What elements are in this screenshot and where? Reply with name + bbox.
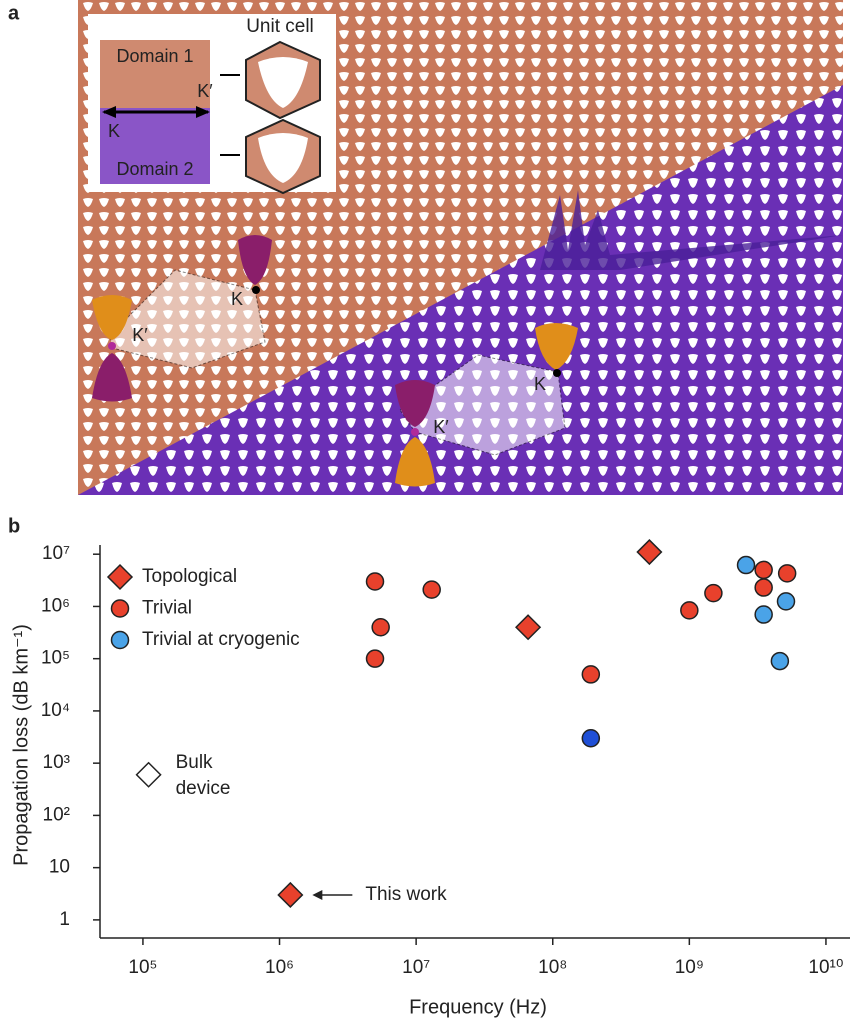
cone: [238, 235, 272, 285]
data-point: [371, 617, 390, 637]
x-tick-label: 10⁶: [265, 957, 294, 978]
data-point: [704, 583, 723, 603]
data-point: [754, 605, 773, 624]
panel-label: a: [8, 2, 20, 24]
x-axis-label: Frequency (Hz): [409, 996, 547, 1018]
unit-cell-hole: [258, 57, 308, 108]
legend-marker: [110, 599, 130, 618]
annotation-label: This work: [365, 884, 447, 905]
arrow-head: [196, 106, 210, 118]
bulk-device-label: device: [176, 778, 231, 799]
legend-label: Topological: [142, 566, 237, 587]
cone: [92, 353, 132, 402]
x-tick-label: 10¹⁰: [808, 957, 843, 978]
y-tick-label: 10: [49, 857, 70, 878]
k-point: [553, 369, 561, 377]
inset-label: K′: [197, 81, 213, 101]
data-point: [422, 580, 441, 599]
inset-label: Domain 2: [116, 159, 193, 179]
k-point: [252, 286, 260, 294]
cone: [535, 323, 578, 370]
data-point: [776, 592, 796, 611]
data-point: [680, 601, 699, 620]
y-tick-label: 10⁷: [42, 543, 70, 564]
y-tick-label: 10⁵: [41, 648, 70, 669]
domain-2-block: [100, 108, 210, 184]
data-point: [754, 560, 773, 580]
k-point: [108, 342, 116, 350]
cone: [395, 437, 435, 487]
valley-label: K′: [132, 325, 148, 345]
panel-a: a Unit cell Domain 1 K′ K Domain 2 K K′ …: [8, 0, 843, 495]
y-tick-label: 10⁴: [41, 700, 70, 721]
legend-marker: [106, 563, 134, 591]
valley-label: K: [534, 374, 546, 394]
x-tick-label: 10⁸: [538, 957, 567, 978]
inset-label: K: [108, 121, 120, 141]
k-point: [411, 428, 419, 436]
data-point: [365, 572, 385, 591]
data-point: [636, 538, 663, 566]
annotation-arrowhead: [312, 889, 323, 900]
inset-label: Unit cell: [246, 16, 314, 37]
arrow-head: [102, 106, 116, 118]
valley-label: K: [231, 289, 243, 309]
domain-2-lattice: [78, 85, 843, 495]
y-axis-label: Propagation loss (dB km⁻¹): [10, 624, 32, 866]
data-point: [581, 728, 601, 748]
bulk-device-label: Bulk: [176, 752, 213, 773]
data-point: [770, 651, 790, 671]
inset-label: Domain 1: [116, 46, 193, 66]
x-tick-label: 10⁹: [675, 957, 704, 978]
cone: [395, 380, 435, 427]
x-tick-label: 10⁵: [128, 957, 157, 978]
y-tick-label: 1: [59, 909, 70, 930]
y-tick-label: 10³: [43, 752, 70, 773]
unit-cell-hole: [258, 133, 308, 183]
panel-b: b Frequency (Hz) Propagation loss (dB km…: [8, 515, 547, 1018]
edge-wave: [540, 190, 843, 270]
domain-1-block: [100, 40, 210, 108]
y-tick-label: 10⁶: [41, 595, 70, 616]
data-point: [754, 578, 773, 597]
data-point: [365, 649, 385, 668]
panel-label: b: [8, 515, 20, 537]
legend-marker: [110, 630, 130, 650]
data-point: [277, 881, 304, 909]
legend-label: Trivial: [142, 598, 192, 619]
cone: [92, 295, 132, 340]
bulk-device-point: [135, 761, 162, 788]
valley-label: K′: [433, 417, 449, 437]
data-point: [515, 614, 542, 641]
data-point: [777, 564, 797, 583]
data-point: [736, 555, 756, 575]
x-tick-label: 10⁷: [402, 957, 430, 978]
y-tick-label: 10²: [43, 804, 70, 825]
data-point: [581, 665, 601, 684]
legend-label: Trivial at cryogenic: [142, 629, 300, 650]
